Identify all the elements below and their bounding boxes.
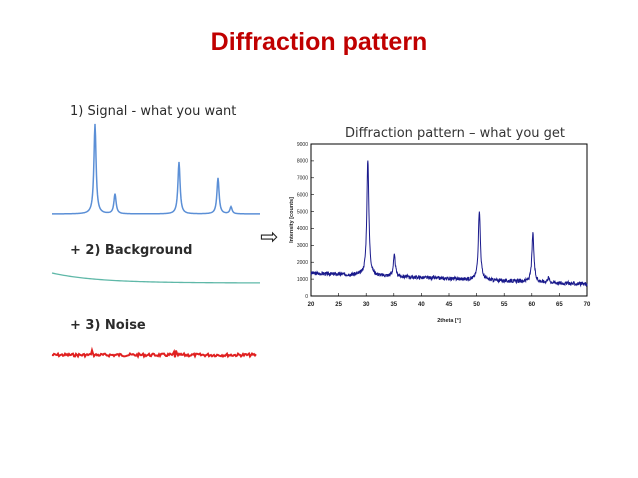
noise-curve: [51, 346, 257, 359]
y-tick-label: 0: [305, 294, 308, 300]
arrow-icon: ⇨: [260, 225, 278, 250]
signal-label: 1) Signal - what you want: [70, 104, 237, 119]
x-tick-label: 65: [556, 302, 563, 308]
x-tick-label: 45: [446, 302, 453, 308]
y-tick-label: 8000: [297, 159, 308, 165]
x-axis: 20 25 30 35 40 45 50 55 60 65 70: [308, 293, 591, 308]
x-tick-label: 60: [528, 302, 535, 308]
diffraction-chart: Diffraction pattern – what you get 0 1000…: [289, 126, 591, 324]
chart-title: Diffraction pattern – what you get: [345, 126, 565, 141]
y-tick-label: 5000: [297, 209, 308, 215]
y-tick-label: 4000: [297, 226, 308, 232]
x-tick-label: 70: [584, 302, 591, 308]
x-tick-label: 40: [418, 302, 425, 308]
x-tick-label: 35: [390, 302, 397, 308]
y-tick-label: 9000: [297, 142, 308, 148]
x-tick-label: 30: [363, 302, 370, 308]
y-tick-label: 2000: [297, 260, 308, 266]
background-curve: [51, 272, 260, 284]
x-tick-label: 55: [501, 302, 508, 308]
y-tick-label: 7000: [297, 176, 308, 182]
slide-title: Diffraction pattern: [210, 28, 428, 56]
y-tick-label: 1000: [297, 277, 308, 283]
x-tick-label: 50: [473, 302, 480, 308]
y-tick-label: 6000: [297, 192, 308, 198]
x-axis-label: 2theta [°]: [437, 318, 461, 324]
noise-label: + 3) Noise: [70, 318, 146, 333]
plot-frame: [310, 143, 588, 297]
y-tick-label: 3000: [297, 243, 308, 249]
x-tick-label: 25: [335, 302, 342, 308]
signal-curve: [52, 123, 260, 215]
y-axis: 0 1000 2000 3000 4000 5000 6000 7000 8000 9000: [297, 142, 314, 300]
x-tick-label: 20: [308, 302, 315, 308]
pattern-series-line: [310, 160, 588, 288]
y-axis-label: Intensity [counts]: [289, 197, 295, 243]
background-label: + 2) Background: [70, 243, 193, 258]
